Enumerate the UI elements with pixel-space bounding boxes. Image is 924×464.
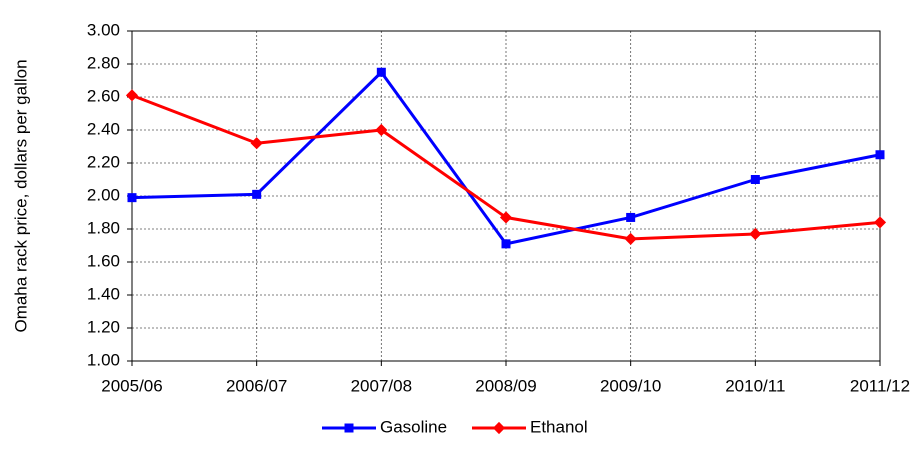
x-tick-label: 2008/09 [475,376,536,395]
x-tick-label: 2011/12 [850,376,910,395]
y-tick-label: 2.20 [87,152,120,171]
x-tick-label: 2006/07 [226,376,287,395]
marker [624,232,637,245]
y-tick-label: 1.60 [87,251,120,270]
y-tick-label: 2.00 [87,185,120,204]
x-tick-label: 2009/10 [600,376,661,395]
x-tick-label: 2005/06 [101,376,162,395]
legend-label: Gasoline [380,417,447,436]
y-tick-label: 1.00 [87,350,120,369]
y-tick-label: 2.60 [87,86,120,105]
marker [626,212,636,222]
y-tick-label: 1.20 [87,317,120,336]
marker [875,150,885,160]
marker [499,211,513,224]
marker [125,89,139,102]
marker [250,137,263,150]
marker [501,239,511,249]
marker [375,123,388,137]
x-tick-label: 2007/08 [351,376,412,395]
y-axis-label: Omaha rack price, dollars per gallon [11,59,30,332]
y-tick-label: 1.80 [87,218,120,237]
marker [749,227,762,241]
marker [376,67,386,77]
marker [873,216,887,229]
y-tick-label: 2.80 [87,53,120,72]
y-tick-label: 3.00 [87,20,120,39]
y-tick-label: 1.40 [87,284,120,303]
y-tick-label: 2.40 [87,119,120,138]
marker [127,193,137,203]
legend-marker [344,423,354,433]
legend-label: Ethanol [530,417,588,436]
x-tick-label: 2010/11 [725,376,785,395]
legend-marker [492,421,506,435]
marker [252,189,262,199]
marker [750,175,760,184]
